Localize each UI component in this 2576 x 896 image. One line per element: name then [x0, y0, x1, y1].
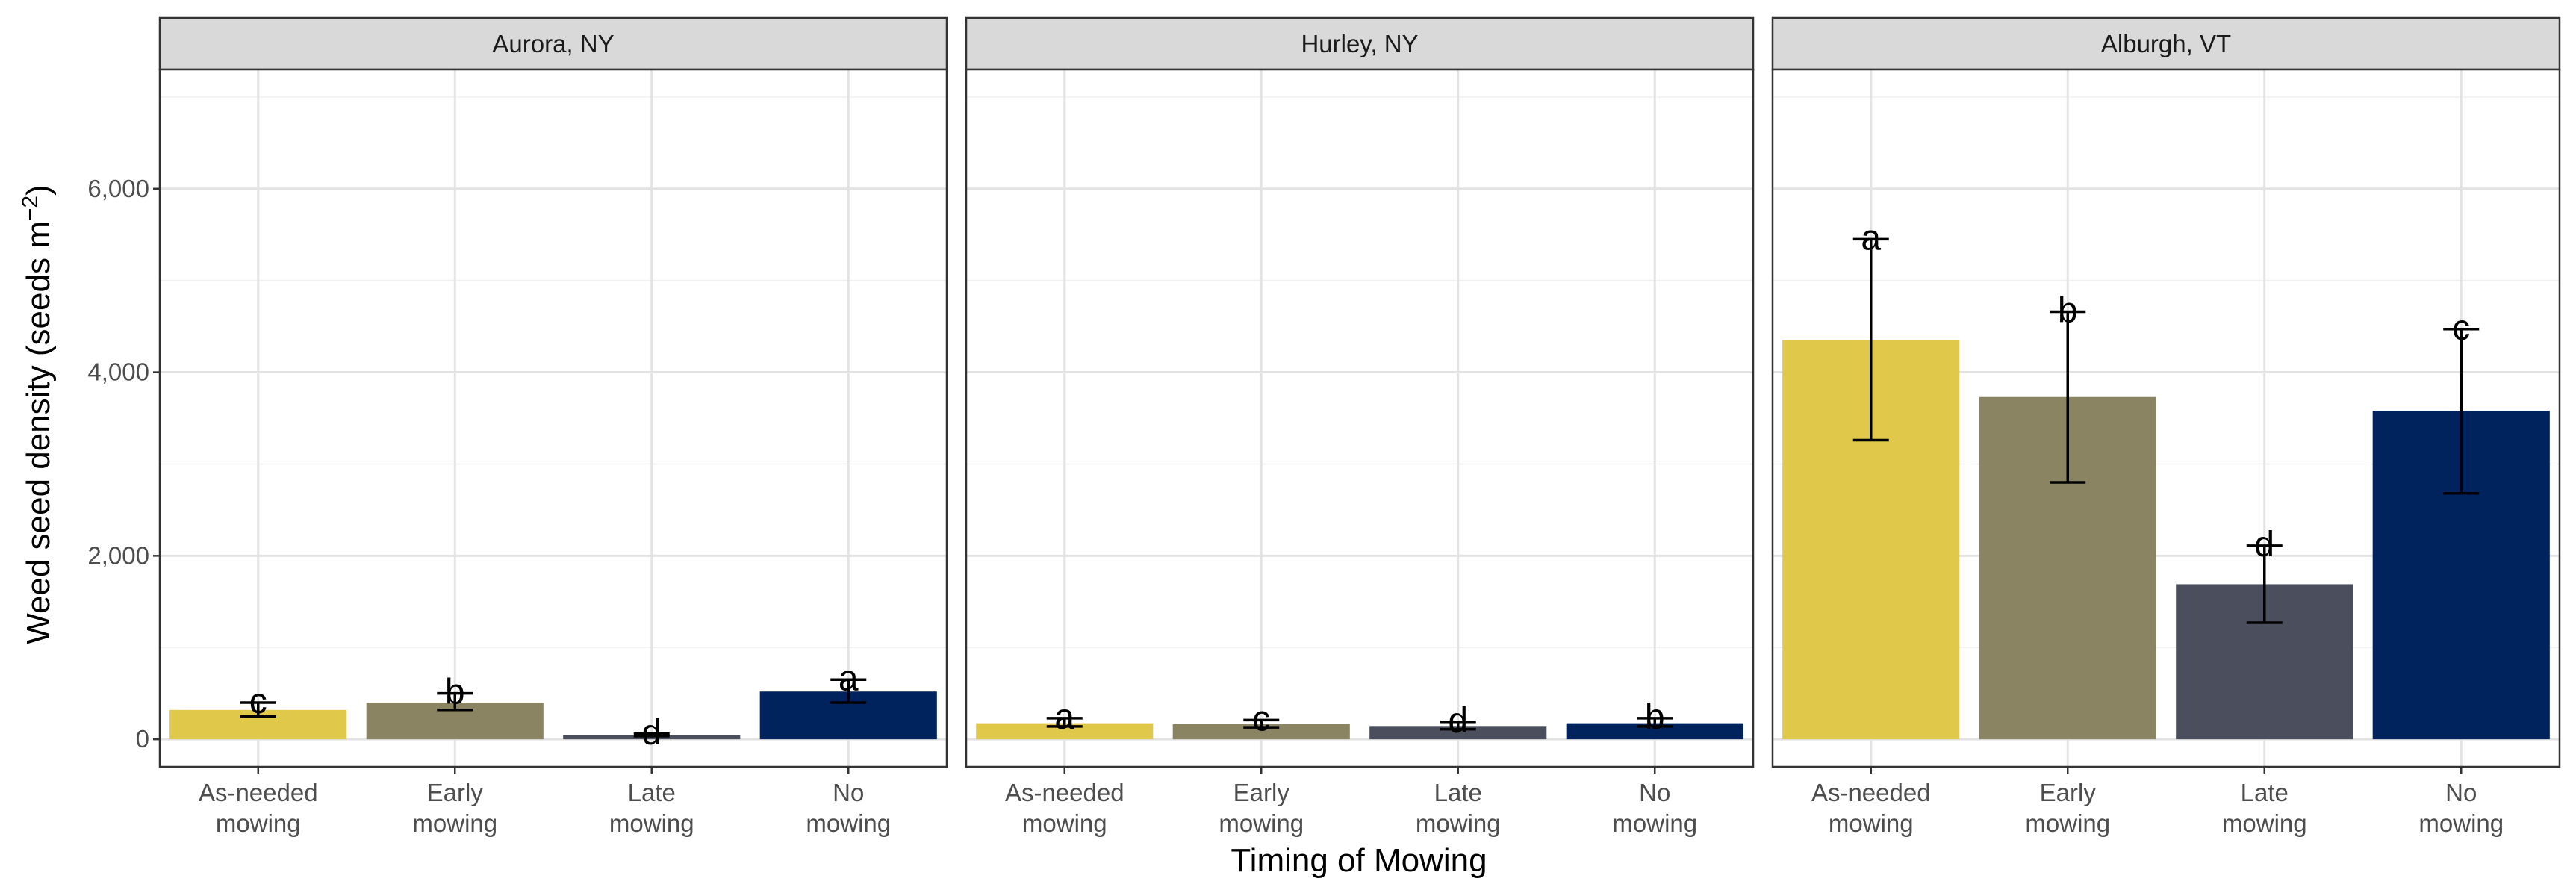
x-axis-title: Timing of Mowing: [1231, 842, 1487, 879]
x-tick-label-line1: Early: [427, 779, 484, 806]
x-tick-label-line2: mowing: [806, 809, 891, 837]
strip-header: [965, 16, 1755, 71]
y-axis-title-main: Weed seed density (seeds m: [20, 221, 57, 644]
significance-letter: c: [1252, 699, 1270, 738]
significance-letter: a: [839, 659, 859, 698]
y-tick-label: 6,000: [87, 175, 149, 202]
panel-border: [965, 68, 1755, 768]
significance-letter: d: [1448, 701, 1468, 741]
significance-letter: d: [641, 713, 662, 753]
significance-letter: c: [2452, 308, 2470, 348]
significance-letter: c: [249, 682, 267, 721]
x-tick-label-line2: mowing: [1219, 809, 1304, 837]
x-tick-label-line2: mowing: [1829, 809, 1914, 837]
panel-border: [1771, 68, 2561, 768]
x-tick-label-line1: Late: [2241, 779, 2289, 806]
x-tick-label-line2: mowing: [2025, 809, 2110, 837]
x-tick-label-line1: Early: [1233, 779, 1290, 806]
x-tick-label-line2: mowing: [609, 809, 694, 837]
facet-panels: 0 2,000 4,000 6,000 Aurora, NY c b d a As-needed m…: [87, 16, 2561, 837]
plot-background: [966, 69, 1753, 767]
x-tick-label-line2: mowing: [1612, 809, 1697, 837]
x-tick-label-line1: No: [1639, 779, 1670, 806]
significance-letter: a: [1861, 218, 1881, 258]
bar: [1172, 724, 1350, 740]
significance-letter: b: [1645, 697, 1665, 737]
bar: [1566, 723, 1743, 740]
x-tick-label-line2: mowing: [1416, 809, 1501, 837]
x-tick-label-line1: As-needed: [199, 779, 318, 806]
x-tick-label-line1: Late: [1434, 779, 1482, 806]
panel-border: [158, 68, 948, 768]
strip-header: [158, 16, 948, 71]
bar: [1369, 726, 1547, 740]
x-tick-label-line1: As-needed: [1811, 779, 1931, 806]
x-tick-label-line2: mowing: [2418, 809, 2504, 837]
y-tick-label: 2,000: [87, 541, 149, 569]
panel-title: Hurley, NY: [1301, 30, 1418, 57]
y-axis-title-close: ): [20, 184, 57, 196]
y-tick-label: 0: [136, 725, 149, 753]
facet-panel: Aurora, NY c b d a As-needed mowing Early mowing…: [158, 16, 948, 837]
x-tick-label-line1: No: [833, 779, 864, 806]
y-axis-title-exponent: −2: [18, 196, 43, 221]
panel-title: Alburgh, VT: [2101, 30, 2231, 57]
strip-header: [1771, 16, 2561, 71]
plot-background: [160, 69, 947, 767]
significance-letter: a: [1054, 697, 1074, 737]
panel-title: Aurora, NY: [492, 30, 614, 57]
x-tick-label-line1: Early: [2040, 779, 2097, 806]
y-axis-title: Weed seed density (seeds m−2): [18, 184, 57, 644]
x-tick-label-line2: mowing: [2222, 809, 2307, 837]
facet-panel: Alburgh, VT a b d c As-needed mowing Early mowin…: [1771, 16, 2561, 837]
bar: [976, 723, 1154, 740]
x-tick-label-line2: mowing: [412, 809, 497, 837]
x-tick-label-line1: As-needed: [1005, 779, 1124, 806]
x-tick-label-line2: mowing: [216, 809, 301, 837]
x-tick-label-line2: mowing: [1022, 809, 1107, 837]
significance-letter: b: [2058, 290, 2078, 330]
facet-panel: Hurley, NY a c d b As-needed mowing Early mowing…: [965, 16, 1755, 837]
significance-letter: b: [445, 673, 465, 712]
y-tick-label: 4,000: [87, 358, 149, 386]
x-tick-label-line1: Late: [628, 779, 676, 806]
significance-letter: d: [2254, 525, 2274, 564]
x-tick-label-line1: No: [2445, 779, 2477, 806]
